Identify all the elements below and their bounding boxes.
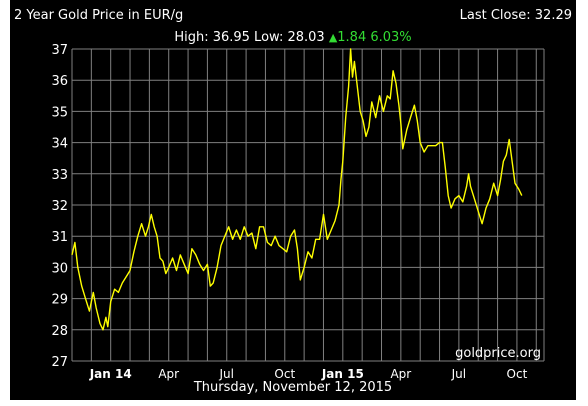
change-value: 1.84 6.03% — [337, 30, 412, 45]
y-tick-label: 36 — [51, 74, 68, 89]
x-tick-label: Jan 15 — [321, 367, 364, 381]
price-line — [71, 48, 523, 331]
x-tick-label: Oct — [507, 367, 528, 381]
y-tick-label: 34 — [51, 137, 68, 152]
y-tick-label: 32 — [51, 199, 68, 214]
x-tick-label: Jul — [219, 367, 234, 381]
chart-frame: 27 28 29 30 31 32 33 34 35 36 37 Jan 14 Apr Jul Oct Ja… — [10, 0, 576, 400]
x-tick-label: Oct — [274, 367, 295, 381]
y-tick-label: 30 — [51, 261, 68, 276]
last-close: Last Close: 32.29 — [459, 8, 572, 23]
y-tick-label: 33 — [51, 168, 68, 183]
high-low: High: 36.95 Low: 28.03 — [174, 30, 325, 45]
y-tick-label: 35 — [51, 105, 68, 120]
y-axis: 27 28 29 30 31 32 33 34 35 36 37 — [51, 43, 68, 370]
y-tick-label: 31 — [51, 230, 68, 245]
y-tick-label: 37 — [51, 43, 68, 58]
date-label: Thursday, November 12, 2015 — [193, 380, 393, 395]
watermark: goldprice.org — [455, 346, 541, 361]
chart-grid — [71, 48, 545, 362]
chart-title: 2 Year Gold Price in EUR/g — [14, 8, 184, 23]
y-tick-label: 28 — [51, 324, 68, 339]
x-axis: Jan 14 Apr Jul Oct Jan 15 Apr Jul Oct — [89, 367, 528, 381]
x-tick-label: Apr — [390, 367, 411, 381]
price-stats: High: 36.95 Low: 28.03 ▲1.84 6.03% — [10, 30, 576, 45]
y-tick-label: 27 — [51, 355, 68, 370]
x-tick-label: Jan 14 — [89, 367, 132, 381]
up-arrow-icon: ▲ — [328, 31, 338, 44]
x-tick-label: Jul — [451, 367, 466, 381]
x-tick-label: Apr — [158, 367, 179, 381]
y-tick-label: 29 — [51, 293, 68, 308]
